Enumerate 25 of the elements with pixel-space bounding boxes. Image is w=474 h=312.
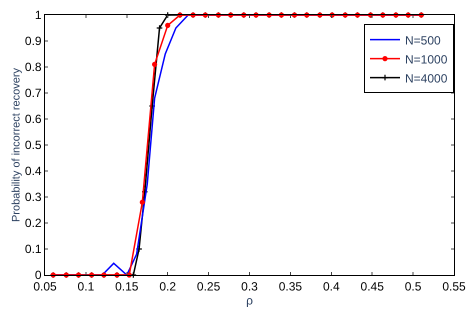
- x-tick-label: 0.2: [159, 279, 176, 294]
- legend-label: N=500: [405, 33, 442, 48]
- y-tick-label: 0.4: [24, 164, 42, 178]
- y-tick-label: 0.5: [24, 138, 42, 152]
- y-tick-label: 0.6: [24, 112, 42, 126]
- y-tick-label: 0.9: [24, 34, 42, 48]
- x-tick-label: 0.15: [115, 279, 139, 294]
- x-tick-label: 0.55: [442, 279, 466, 294]
- x-tick-label: 0.3: [241, 279, 258, 294]
- x-axis-title: ρ: [246, 293, 254, 308]
- x-tick-label: 0.25: [196, 279, 221, 294]
- x-tick-label: 0.35: [278, 279, 302, 294]
- x-tick-label: 0.45: [360, 279, 384, 294]
- x-tick-label: 0.4: [322, 279, 340, 294]
- y-tick-label: 0.7: [24, 86, 42, 100]
- legend-label: N=4000: [405, 71, 448, 86]
- y-tick-label: 0.3: [24, 190, 42, 204]
- y-axis-title: Probability of incorrect recovery: [10, 67, 23, 222]
- y-tick-label: 0.8: [24, 60, 42, 74]
- legend-label: N=1000: [405, 52, 448, 66]
- x-tick-label: 0.5: [404, 279, 422, 294]
- y-tick-label: 0.1: [24, 242, 42, 256]
- x-tick-label: 0.1: [78, 279, 95, 294]
- y-tick-label: 1: [34, 8, 42, 22]
- y-tick-label: 0.2: [24, 216, 42, 230]
